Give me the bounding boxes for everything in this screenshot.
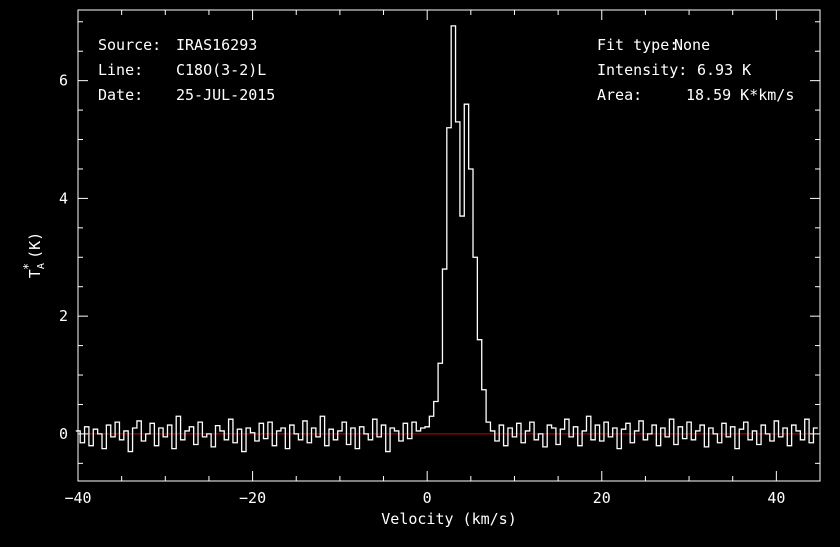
x-tick-label: −20 (239, 489, 266, 507)
spectrum-series-line (75, 25, 818, 453)
y-tick-label: 4 (59, 189, 68, 207)
date-label: Date: (98, 86, 143, 104)
x-axis: −40 −20 0 20 40 (64, 10, 821, 507)
x-tick-label: −40 (64, 489, 91, 507)
line-label: Line: (98, 61, 143, 79)
x-axis-label: Velocity (km/s) (381, 510, 516, 528)
y-axis-label-text: TA*(K) (21, 232, 47, 278)
intensity-label: Intensity: (597, 61, 687, 79)
x-tick-label: 0 (423, 489, 432, 507)
x-tick-label: 40 (767, 489, 785, 507)
date-value: 25-JUL-2015 (176, 86, 275, 104)
y-tick-label: 2 (59, 307, 68, 325)
y-axis: 0 2 4 6 (59, 21, 820, 464)
plot-frame (77, 9, 821, 482)
line-value: C18O(3-2)L (176, 61, 266, 79)
source-value: IRAS16293 (176, 36, 257, 54)
area-label: Area: (597, 86, 642, 104)
intensity-value: 6.93 K (697, 61, 751, 79)
y-tick-label: 0 (59, 425, 68, 443)
area-value: 18.59 K*km/s (686, 86, 794, 104)
y-axis-label: TA*(K) (21, 232, 47, 278)
source-label: Source: (98, 36, 161, 54)
fit-type-value: None (674, 36, 710, 54)
plot-area (75, 25, 820, 453)
fit-type-label: Fit type: (597, 36, 678, 54)
y-tick-label: 6 (59, 72, 68, 90)
x-tick-label: 20 (593, 489, 611, 507)
